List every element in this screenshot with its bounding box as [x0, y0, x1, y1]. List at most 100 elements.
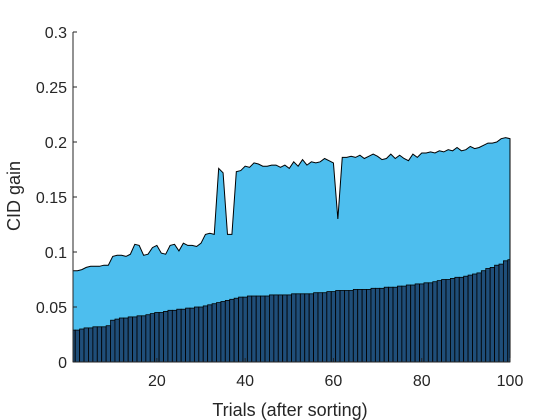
- bar: [348, 290, 354, 363]
- bar: [436, 280, 442, 363]
- axes: [72, 31, 511, 363]
- bar: [383, 286, 389, 363]
- bar: [189, 307, 195, 363]
- bar: [352, 288, 359, 363]
- bar: [458, 276, 465, 363]
- bar: [326, 291, 332, 363]
- bar: [171, 309, 178, 363]
- bar: [374, 287, 381, 363]
- bar: [344, 290, 350, 363]
- bar: [317, 292, 323, 363]
- y-tick-label: 0.25: [36, 80, 67, 97]
- bar: [118, 317, 125, 363]
- bar: [454, 276, 460, 363]
- bar: [335, 290, 341, 363]
- bar: [472, 273, 478, 363]
- bar: [255, 295, 261, 363]
- upper-area-outline: [73, 137, 511, 362]
- bar: [163, 310, 169, 363]
- bar: [202, 305, 209, 363]
- bar: [379, 287, 385, 363]
- bar: [480, 270, 487, 363]
- bar: [224, 299, 231, 363]
- bar: [277, 294, 284, 363]
- y-tick-label: 0.2: [45, 135, 67, 152]
- bar: [507, 259, 511, 363]
- bar: [207, 304, 213, 363]
- bar: [423, 282, 429, 363]
- bar: [88, 327, 94, 363]
- bar: [489, 266, 495, 363]
- bar: [83, 327, 89, 363]
- bar: [441, 279, 447, 363]
- bar: [502, 260, 509, 363]
- bar: [494, 264, 500, 363]
- bar: [269, 294, 275, 363]
- bar: [123, 317, 129, 363]
- bar: [397, 285, 403, 363]
- bar: [220, 301, 226, 363]
- bar: [167, 309, 173, 363]
- bar: [498, 263, 504, 363]
- bar: [105, 325, 111, 363]
- bar: [357, 288, 363, 363]
- bar: [141, 315, 147, 363]
- bar: [194, 306, 200, 363]
- bar: [260, 295, 266, 363]
- x-tick-label: 80: [413, 373, 431, 390]
- bar: [127, 316, 133, 363]
- bar: [198, 306, 204, 363]
- bar: [467, 274, 473, 363]
- bar: [238, 296, 244, 363]
- x-tick-label: 20: [148, 373, 166, 390]
- bar: [392, 286, 398, 363]
- bar: [308, 293, 314, 363]
- bar: [149, 313, 156, 363]
- bar: [233, 297, 239, 363]
- bar: [246, 295, 253, 363]
- bar: [114, 318, 120, 363]
- y-axis-label: CID gain: [4, 161, 24, 231]
- bar: [176, 308, 182, 363]
- bar: [92, 326, 98, 363]
- bar: [251, 295, 257, 363]
- bar: [414, 283, 420, 363]
- bar: [180, 308, 186, 363]
- bar: [291, 293, 297, 363]
- y-tick-label: 0.3: [45, 25, 67, 42]
- bar: [158, 312, 164, 363]
- bar: [450, 277, 456, 363]
- bar: [74, 329, 81, 363]
- bar: [322, 292, 328, 363]
- bar: [304, 293, 310, 363]
- bar-layer: [72, 259, 511, 363]
- bar: [427, 282, 434, 363]
- y-tick-label: 0: [58, 355, 67, 372]
- bar: [96, 326, 103, 363]
- bar: [216, 302, 222, 363]
- x-tick-label: 60: [325, 373, 343, 390]
- bar: [370, 287, 376, 363]
- bar: [445, 279, 451, 363]
- bar: [366, 288, 372, 363]
- bar: [330, 291, 337, 363]
- bar: [229, 298, 235, 363]
- x-tick-label: 100: [497, 373, 524, 390]
- bar: [361, 288, 367, 363]
- tick-labels: 0 0.05 0.1 0.15 0.2 0.25 0.3 20 40 60 80 100: [36, 25, 524, 390]
- bar: [132, 316, 138, 363]
- bar: [299, 293, 306, 363]
- bar: [211, 303, 217, 363]
- bar: [154, 312, 160, 363]
- bar: [339, 290, 345, 363]
- bar: [185, 307, 191, 363]
- x-tick-label: 40: [236, 373, 254, 390]
- bar: [145, 314, 151, 363]
- y-tick-label: 0.1: [45, 245, 67, 262]
- bar: [401, 285, 407, 363]
- x-axis-label: Trials (after sorting): [212, 400, 367, 420]
- bar: [242, 296, 248, 363]
- bar: [476, 272, 482, 363]
- bar: [282, 294, 288, 363]
